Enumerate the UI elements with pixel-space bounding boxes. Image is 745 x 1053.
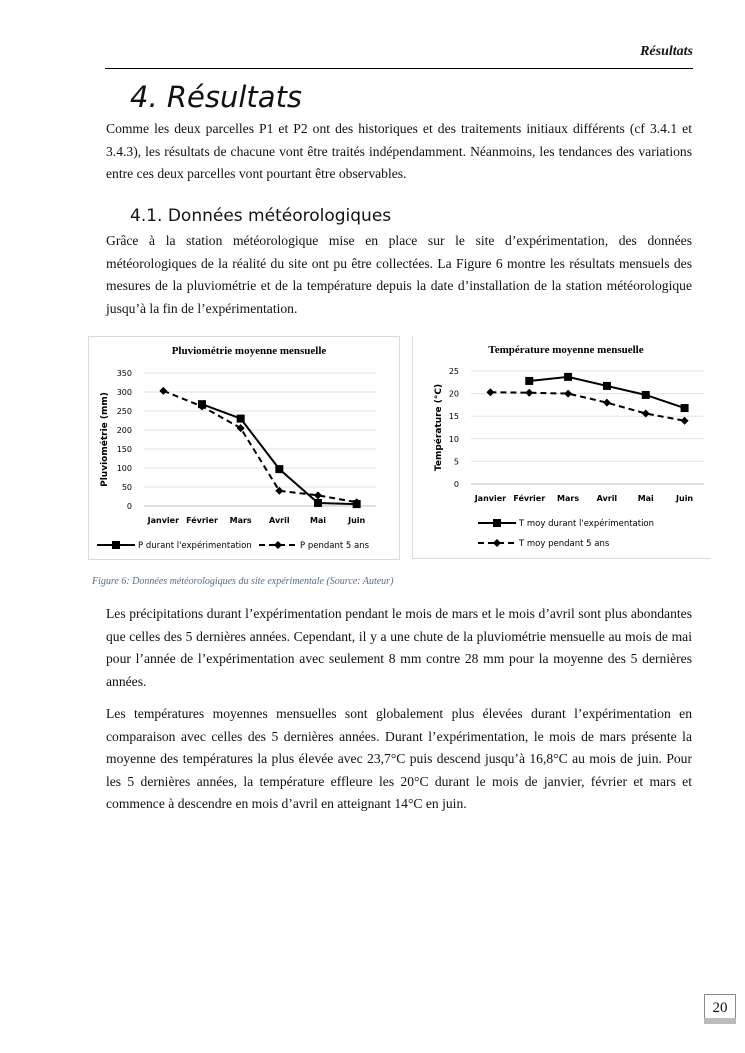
chart-title: Température moyenne mensuelle	[488, 344, 643, 356]
data-point	[525, 388, 534, 397]
rainfall-chart: Pluviométrie moyenne mensuelle Pluviométr…	[88, 336, 400, 560]
y-tick-label: 200	[117, 426, 132, 435]
temperature-chart: Température moyenne mensuelle Température…	[412, 336, 711, 559]
x-tick-label: Mars	[557, 494, 579, 503]
data-point	[198, 402, 206, 411]
y-tick-label: 350	[117, 369, 132, 378]
legend-marker	[112, 541, 120, 549]
x-tick-label: Mai	[310, 516, 326, 525]
subsection-title: 4.1. Données météorologiques	[130, 206, 392, 226]
series-line	[490, 391, 685, 422]
data-point	[275, 486, 284, 495]
x-tick-label: Février	[186, 515, 218, 525]
y-tick-label: 50	[122, 483, 132, 492]
x-tick-label: Juin	[675, 494, 693, 503]
y-tick-label: 0	[127, 502, 132, 511]
x-tick-label: Janvier	[147, 516, 179, 525]
x-tick-label: Mai	[638, 494, 654, 503]
legend-marker	[274, 541, 282, 549]
data-point	[314, 498, 322, 507]
data-point	[641, 409, 650, 418]
data-point	[486, 388, 495, 397]
section-title: 4. Résultats	[130, 80, 303, 114]
data-point	[525, 376, 534, 385]
paragraph-rainfall: Les précipitations durant l’expérimentat…	[106, 606, 692, 689]
data-point	[159, 386, 168, 395]
x-tick-label: Janvier	[474, 494, 506, 503]
y-tick-label: 300	[117, 388, 132, 397]
data-point	[236, 424, 245, 433]
subsection-paragraph: Grâce à la station météorologique mise e…	[106, 233, 692, 316]
data-point	[275, 465, 284, 474]
series-line	[162, 389, 357, 504]
data-point	[602, 398, 611, 407]
legend-label: T moy pendant 5 ans	[518, 539, 610, 549]
figure-caption: Figure 6: Données météorologiques du sit…	[92, 576, 394, 587]
x-tick-label: Avril	[269, 516, 290, 525]
data-point	[680, 404, 689, 413]
header-rule	[105, 68, 693, 69]
legend-label: P pendant 5 ans	[300, 541, 370, 551]
data-point	[641, 390, 650, 399]
data-point	[352, 498, 361, 507]
x-tick-label: Février	[513, 493, 545, 503]
y-tick-label: 250	[117, 407, 132, 416]
legend-label: T moy durant l'expérimentation	[518, 518, 654, 529]
y-tick-label: 5	[454, 457, 459, 466]
running-header: Résultats	[640, 44, 693, 59]
data-point	[236, 414, 245, 423]
y-tick-label: 10	[449, 435, 459, 444]
y-tick-label: 25	[449, 367, 459, 376]
page-number-bar	[704, 1018, 736, 1024]
y-tick-label: 0	[454, 480, 459, 489]
y-tick-label: 20	[449, 390, 459, 399]
y-axis-label: Température (°C)	[433, 384, 444, 471]
data-point	[564, 372, 573, 381]
x-tick-label: Juin	[347, 516, 365, 525]
rainfall-chart-svg: Pluviométrie moyenne mensuelle Pluviométr…	[97, 345, 376, 551]
data-point	[314, 491, 322, 500]
legend-label: P durant l'expérimentation	[138, 540, 252, 551]
data-point	[564, 389, 573, 398]
data-point	[680, 416, 689, 425]
x-tick-label: Avril	[597, 494, 618, 503]
legend-marker	[493, 519, 501, 527]
chart-title: Pluviométrie moyenne mensuelle	[172, 345, 327, 357]
x-tick-label: Mars	[230, 516, 252, 525]
intro-paragraph: Comme les deux parcelles P1 et P2 ont de…	[106, 121, 692, 182]
data-point	[602, 381, 611, 390]
y-axis-label: Pluviométrie (mm)	[99, 392, 110, 487]
temperature-chart-svg: Température moyenne mensuelle Température…	[433, 344, 704, 549]
y-tick-label: 15	[449, 412, 459, 421]
y-tick-label: 150	[117, 445, 132, 454]
paragraph-temperature: Les températures moyennes mensuelles son…	[106, 706, 692, 812]
y-tick-label: 100	[117, 464, 132, 473]
legend-marker	[493, 539, 501, 547]
